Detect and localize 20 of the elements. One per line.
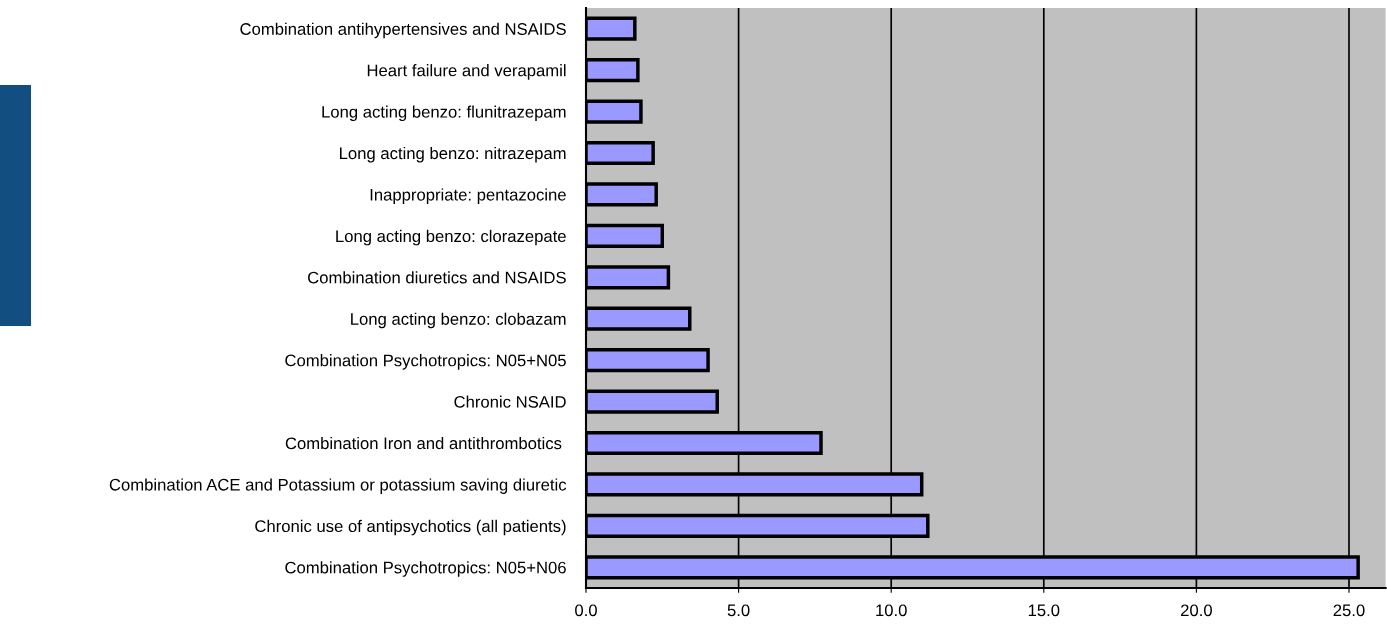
y-tick-label: Long acting benzo: clobazam [351, 312, 566, 329]
y-tick-label: Heart failure and verapamil [367, 64, 566, 80]
y-tick-label: Combination ACE and Potassium or potassium saving diuretic [109, 478, 567, 494]
y-tick-label: Combination Iron and antithrombotics [285, 436, 562, 450]
y-tick-label: Long acting benzo: flunitrazepam [322, 105, 566, 122]
y-tick-label: Chronic use of antipsychotics (all patients) [255, 519, 566, 536]
x-tick-label: 25.0 [1333, 604, 1365, 617]
y-tick-label: Combination Psychotropics: N05+N06 [285, 561, 566, 577]
x-tick-label: 10.0 [876, 604, 907, 617]
x-tick-label: 20.0 [1181, 604, 1212, 617]
x-tick-label: 0.0 [575, 604, 597, 617]
y-tick-label: Combination Psychotropics: N05+N05 [285, 354, 566, 370]
y-tick-label: Long acting benzo: clorazepate [336, 229, 566, 246]
y-tick-label: Long acting benzo: nitrazepam [340, 146, 566, 163]
y-tick-label: Inappropriate: pentazocine [370, 188, 566, 204]
y-tick-label: Chronic NSAID [454, 395, 566, 408]
x-tick-label: 15.0 [1028, 604, 1060, 617]
x-tick-label: 5.0 [727, 604, 750, 617]
y-tick-label: Combination diuretics and NSAIDS [308, 271, 566, 284]
y-tick-label: Combination antihypertensives and NSAIDS [240, 22, 566, 39]
